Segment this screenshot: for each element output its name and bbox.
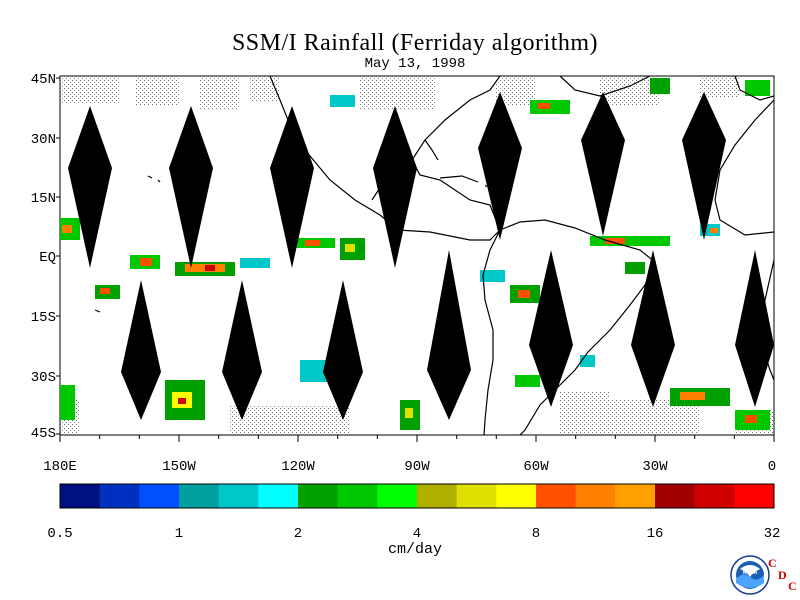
stipple-regions [60,76,774,435]
longitude-axis: 180E 150W 120W 90W 60W 30W 0 [43,435,776,475]
colorbar-swatch [179,484,219,508]
colorbar-swatch [99,484,140,508]
map-date: May 13, 1998 [364,56,466,72]
colorbar-swatch [377,484,418,508]
lat-label-15n: 15N [31,191,56,207]
lon-label-90w: 90W [404,459,430,475]
map-title: SSM/I Rainfall (Ferriday algorithm) [231,30,599,56]
colorbar-labels: 0.5 1 2 4 8 16 32 [47,526,780,542]
colorbar-label-6: 32 [764,526,781,542]
lon-label-30w: 30W [642,459,668,475]
colorbar-label-1: 1 [175,526,183,542]
colorbar-label-5: 16 [647,526,664,542]
lat-label-30n: 30N [31,132,56,148]
noaa-logo: NOAA [730,555,770,595]
colorbar-unit: cm/day [387,541,442,558]
colorbar-swatch [60,484,100,508]
lon-label-180e: 180E [43,459,77,475]
colorbar-swatch [734,484,775,508]
lat-label-eq: EQ [39,250,56,266]
colorbar-swatch [218,484,259,508]
lat-label-15s: 15S [31,310,56,326]
colorbar-label-2: 2 [294,526,302,542]
cdc-letter-c1: C [768,556,777,570]
colorbar-swatch [496,484,537,508]
colorbar-label-0: 0.5 [47,526,72,542]
latitude-axis: 45N 30N 15N EQ 15S 30S 45S [31,72,60,442]
lat-label-30s: 30S [31,370,56,386]
lat-label-45n: 45N [31,72,56,88]
lon-label-150w: 150W [162,459,196,475]
colorbar-swatch [456,484,497,508]
colorbar-frame [59,483,775,509]
data-gap-swaths [68,92,774,420]
lon-label-0: 0 [768,459,776,475]
colorbar-label-4: 8 [532,526,540,542]
colorbar-label-3: 4 [413,526,421,542]
colorbar-swatch [417,484,457,508]
colorbar-swatch [139,484,180,508]
cdc-letter-c2: C [788,579,797,593]
colorbar-swatch [258,484,299,508]
lon-label-60w: 60W [523,459,549,475]
colorbar-swatch [337,484,378,508]
cdc-letter-d: D [778,568,787,582]
colorbar-swatch [575,484,616,508]
colorbar-swatch [615,484,656,508]
colorbar-swatch [298,484,338,508]
noaa-logo-text: NOAA [743,570,758,576]
colorbar [59,483,775,509]
colorbar-swatch [694,484,735,508]
lat-label-45s: 45S [31,426,56,442]
lon-label-120w: 120W [281,459,315,475]
colorbar-swatch [536,484,576,508]
colorbar-swatch [655,484,695,508]
